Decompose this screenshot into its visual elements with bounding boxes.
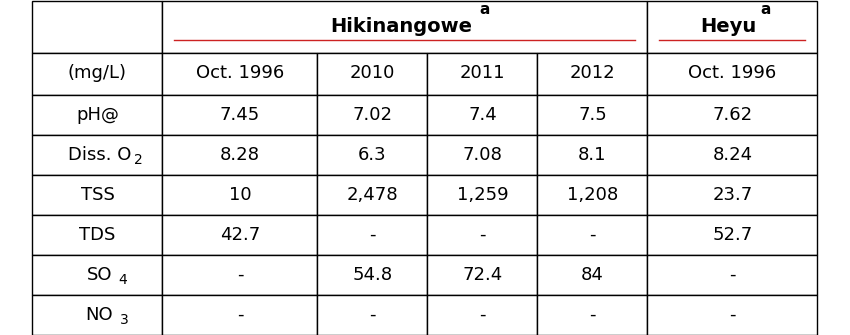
Bar — [32, 0, 162, 53]
Bar — [162, 0, 648, 53]
Text: -: - — [729, 306, 736, 324]
Bar — [537, 214, 648, 255]
Bar — [32, 175, 162, 214]
Text: 7.4: 7.4 — [468, 106, 497, 124]
Text: Heyu: Heyu — [700, 17, 756, 36]
Text: 3: 3 — [120, 313, 128, 327]
Text: -: - — [479, 225, 485, 244]
Text: -: - — [237, 266, 243, 283]
Text: Hikinangowe: Hikinangowe — [330, 17, 472, 36]
Text: 2: 2 — [134, 152, 144, 166]
Text: 1,259: 1,259 — [456, 186, 508, 203]
Bar — [537, 175, 648, 214]
Bar — [428, 214, 537, 255]
Text: -: - — [237, 306, 243, 324]
Text: TDS: TDS — [79, 225, 116, 244]
Bar — [318, 214, 428, 255]
Bar — [428, 255, 537, 294]
Bar — [428, 94, 537, 134]
Bar — [648, 294, 818, 335]
Bar — [162, 134, 318, 175]
Bar — [162, 214, 318, 255]
Bar — [428, 53, 537, 94]
Text: 2,478: 2,478 — [347, 186, 399, 203]
Text: a: a — [761, 1, 771, 16]
Text: (mg/L): (mg/L) — [68, 65, 127, 82]
Bar — [648, 214, 818, 255]
Bar — [648, 53, 818, 94]
Text: 23.7: 23.7 — [712, 186, 752, 203]
Text: -: - — [369, 225, 376, 244]
Text: Diss. O: Diss. O — [68, 145, 131, 163]
Bar — [648, 134, 818, 175]
Text: TSS: TSS — [81, 186, 115, 203]
Text: 8.28: 8.28 — [220, 145, 260, 163]
Bar — [32, 214, 162, 255]
Bar — [318, 134, 428, 175]
Text: 7.5: 7.5 — [578, 106, 607, 124]
Text: -: - — [589, 225, 596, 244]
Bar — [537, 94, 648, 134]
Bar — [32, 134, 162, 175]
Bar — [428, 175, 537, 214]
Text: SO: SO — [87, 266, 112, 283]
Text: 7.02: 7.02 — [353, 106, 393, 124]
Text: a: a — [479, 1, 490, 16]
Text: -: - — [589, 306, 596, 324]
Bar — [648, 94, 818, 134]
Bar — [162, 94, 318, 134]
Bar — [318, 175, 428, 214]
Text: 84: 84 — [581, 266, 604, 283]
Bar — [162, 53, 318, 94]
Text: 7.08: 7.08 — [462, 145, 502, 163]
Text: 1,208: 1,208 — [567, 186, 618, 203]
Text: 7.45: 7.45 — [220, 106, 260, 124]
Text: 4: 4 — [118, 272, 127, 286]
Bar — [648, 255, 818, 294]
Bar — [537, 134, 648, 175]
Text: -: - — [729, 266, 736, 283]
Bar — [162, 294, 318, 335]
Text: -: - — [479, 306, 485, 324]
Text: Oct. 1996: Oct. 1996 — [196, 65, 284, 82]
Bar — [428, 294, 537, 335]
Text: 42.7: 42.7 — [220, 225, 260, 244]
Text: 10: 10 — [229, 186, 252, 203]
Text: 8.24: 8.24 — [712, 145, 752, 163]
Bar — [32, 94, 162, 134]
Bar — [162, 175, 318, 214]
Text: 2012: 2012 — [570, 65, 615, 82]
Bar — [537, 53, 648, 94]
Bar — [537, 294, 648, 335]
Text: 7.62: 7.62 — [712, 106, 752, 124]
Text: 72.4: 72.4 — [462, 266, 502, 283]
Bar — [428, 134, 537, 175]
Bar — [648, 175, 818, 214]
Text: 52.7: 52.7 — [712, 225, 752, 244]
Bar — [32, 255, 162, 294]
Text: Oct. 1996: Oct. 1996 — [688, 65, 777, 82]
Text: 6.3: 6.3 — [358, 145, 387, 163]
Text: -: - — [369, 306, 376, 324]
Text: 8.1: 8.1 — [578, 145, 607, 163]
Bar — [162, 255, 318, 294]
Text: 2010: 2010 — [350, 65, 395, 82]
Bar — [318, 294, 428, 335]
Bar — [537, 255, 648, 294]
Bar — [32, 294, 162, 335]
Text: 54.8: 54.8 — [353, 266, 393, 283]
Text: 2011: 2011 — [460, 65, 505, 82]
Bar — [648, 0, 818, 53]
Bar — [318, 255, 428, 294]
Text: pH@: pH@ — [76, 106, 119, 124]
Bar — [318, 53, 428, 94]
Bar — [32, 53, 162, 94]
Text: NO: NO — [86, 306, 113, 324]
Bar — [318, 94, 428, 134]
